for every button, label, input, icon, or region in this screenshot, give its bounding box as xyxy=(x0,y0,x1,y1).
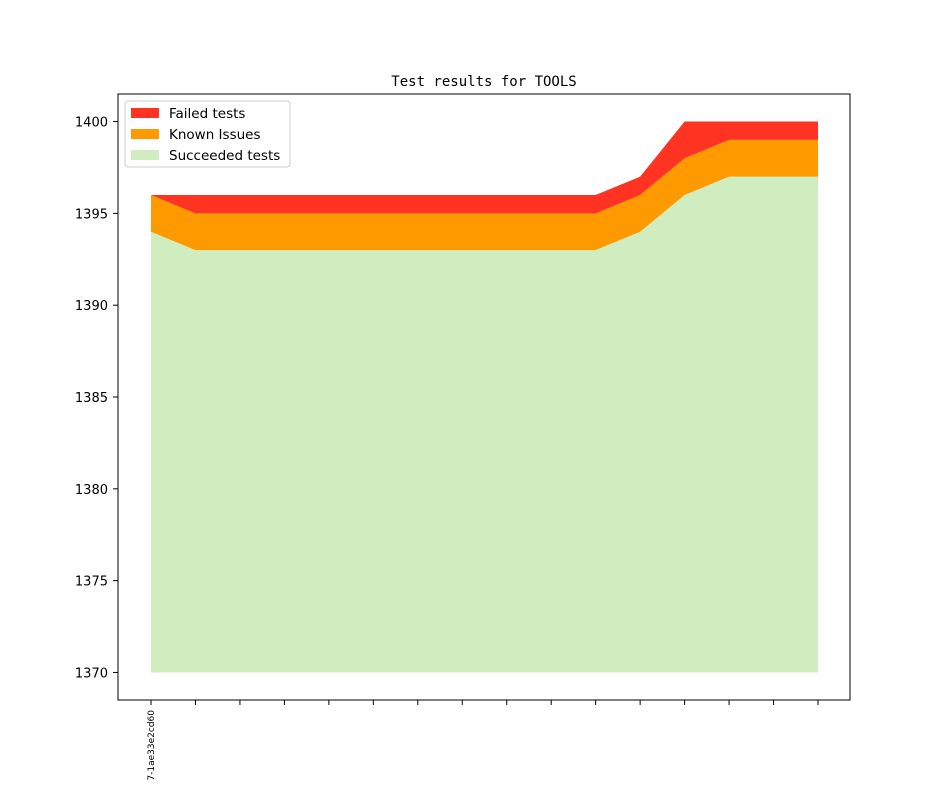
area-failed-tests xyxy=(151,121,818,214)
chart-title: Test results for TOOLS xyxy=(391,74,576,90)
area-succeeded-tests xyxy=(151,176,818,673)
areas-layer xyxy=(151,121,818,673)
legend-swatch-succeeded-tests xyxy=(131,150,159,160)
y-tick-label: 1380 xyxy=(75,483,108,498)
y-axis: 1370 1375 1380 1385 1390 1395 1400 xyxy=(75,116,118,681)
y-tick-label: 1395 xyxy=(75,207,108,222)
legend-box xyxy=(124,100,291,168)
legend-label-known-issues: Known Issues xyxy=(169,127,261,143)
legend-swatch-known-issues xyxy=(131,129,159,139)
legend-swatch-failed-tests xyxy=(131,108,159,118)
x-axis: 7-1ae33e2cd60 xyxy=(147,700,819,781)
x-tick-label: 7-1ae33e2cd60 xyxy=(147,710,157,781)
legend-label-failed-tests: Failed tests xyxy=(169,106,245,122)
y-tick-label: 1400 xyxy=(75,116,108,131)
legend-label-succeeded-tests: Succeeded tests xyxy=(169,148,280,164)
y-tick-label: 1370 xyxy=(75,666,108,681)
y-tick-label: 1385 xyxy=(75,391,108,406)
y-tick-label: 1375 xyxy=(75,575,108,590)
area-known-issues xyxy=(151,139,818,251)
legend: Failed tests Known Issues Succeeded tests xyxy=(124,100,291,168)
y-tick-label: 1390 xyxy=(75,299,108,314)
